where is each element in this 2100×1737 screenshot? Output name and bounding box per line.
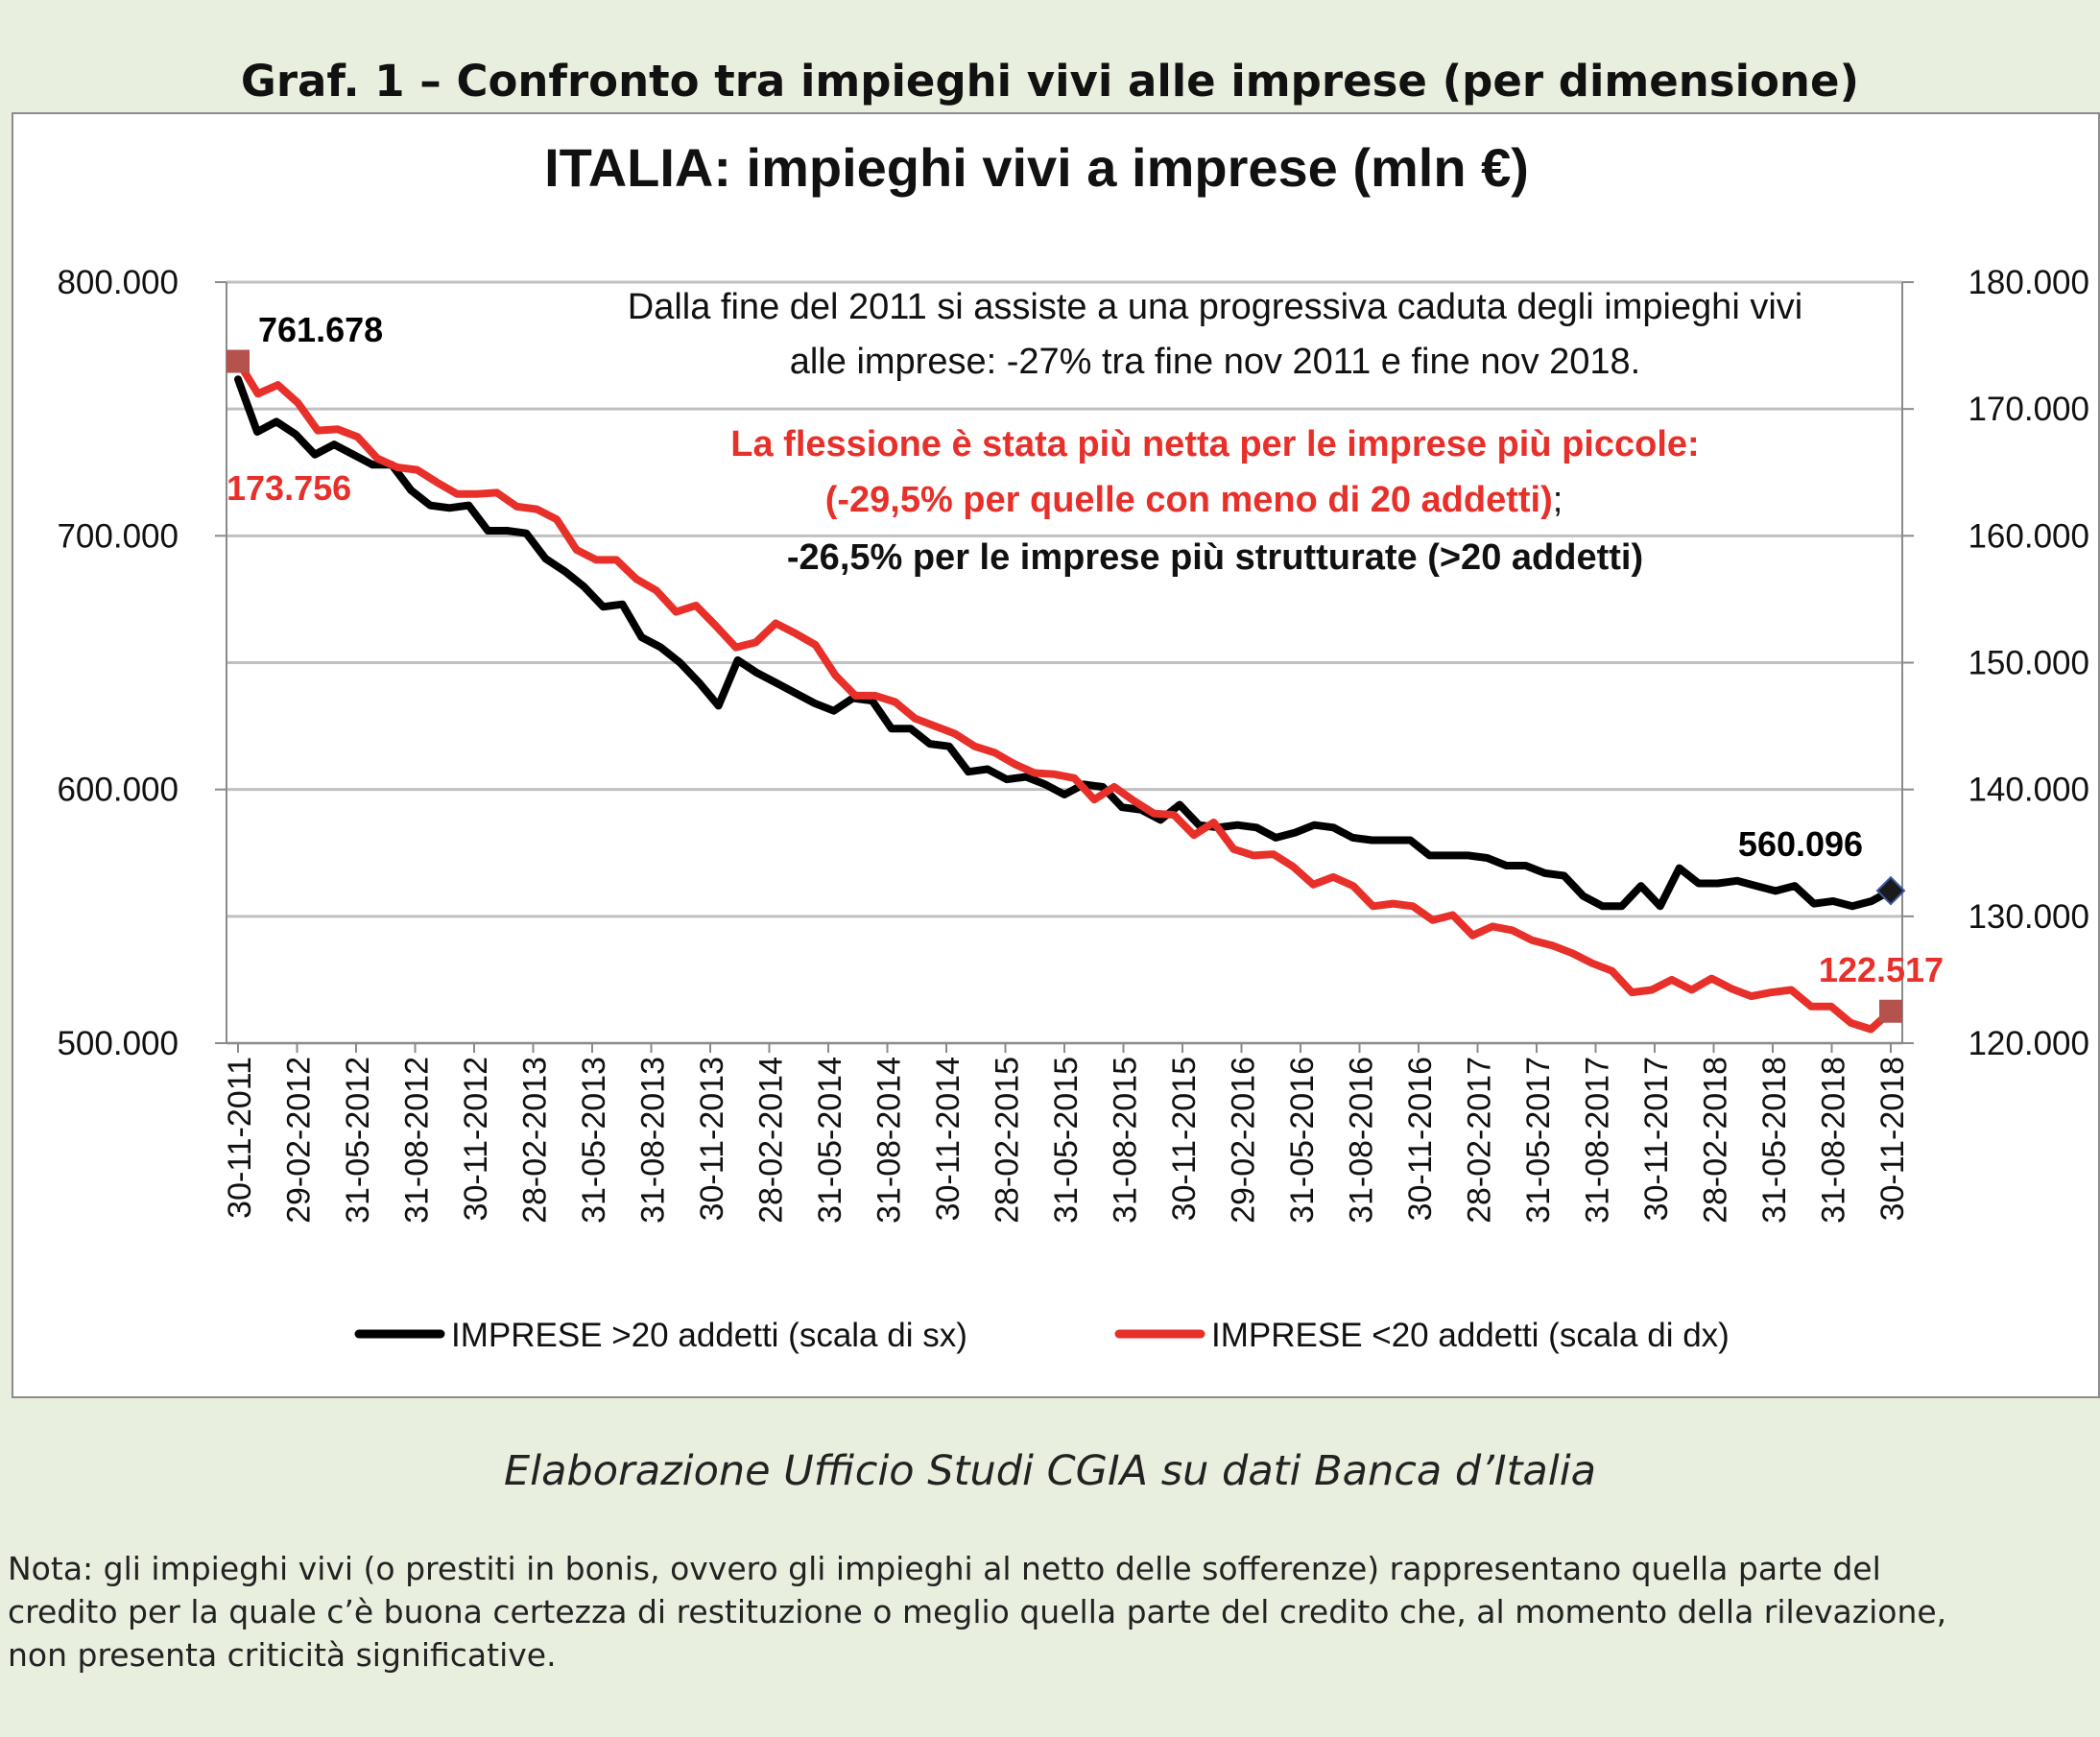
x-tick-label: 28-02-2014 [753,1057,790,1224]
footnote-line: Nota: gli impieghi vivi (o prestiti in b… [8,1550,1881,1587]
axes [215,281,1914,1053]
y-right-tick-label: 160.000 [1968,517,2089,555]
series-markers [227,349,1906,1023]
x-tick-label: 31-08-2018 [1816,1057,1852,1224]
data-label-start-large: 761.678 [258,310,383,349]
chart-title: ITALIA: impieghi vivi a imprese (mln €) [544,137,1529,198]
y-right-tick-label: 180.000 [1968,264,2089,301]
y-left-tick-label: 800.000 [57,264,179,301]
chart-text: 500.000 600.000 700.000 800.000 120.000 130.0… [57,137,2089,1354]
x-tick-label: 30-11-2018 [1874,1057,1911,1221]
x-tick-label: 31-05-2017 [1520,1057,1557,1224]
annotation-line: La flessione è stata più netta per le im… [730,424,1699,464]
x-tick-label: 31-05-2014 [812,1057,848,1224]
annotation-line: (-29,5% per quelle con meno di 20 addett… [825,480,1563,520]
x-tick-label: 30-11-2012 [458,1057,494,1221]
x-tick-label: 31-08-2016 [1344,1057,1380,1224]
annotation-line: -26,5% per le imprese più strutturate (>… [787,537,1643,578]
x-tick-label: 31-05-2013 [576,1057,612,1224]
series-line-large-firms [234,375,1895,911]
x-tick-label: 28-02-2013 [517,1057,554,1224]
x-tick-label: 30-11-2017 [1638,1057,1675,1221]
x-tick-label: 30-11-2014 [930,1057,966,1221]
source-credit: Elaborazione Ufficio Studi CGIA su dati … [503,1447,1597,1495]
y-right-tick-label: 170.000 [1968,391,2089,428]
x-tick-label: 29-02-2012 [281,1057,318,1224]
series-lines [234,357,1895,1034]
annotation-line: alle imprese: -27% tra fine nov 2011 e f… [790,342,1641,382]
y-right-tick-label: 120.000 [1968,1025,2089,1062]
x-tick-label: 31-08-2017 [1580,1057,1616,1224]
x-tick-label: 31-08-2012 [399,1057,436,1224]
x-tick-label: 28-02-2015 [990,1057,1026,1224]
x-tick-label: 29-02-2016 [1226,1057,1262,1224]
x-tick-label: 31-08-2015 [1108,1057,1144,1224]
figure-title: Graf. 1 – Confronto tra impieghi vivi al… [240,56,1860,107]
data-label-end-large: 560.096 [1738,824,1863,864]
x-tick-label: 30-11-2013 [694,1057,730,1221]
y-left-tick-label: 600.000 [57,772,179,809]
x-tick-label: 30-11-2011 [222,1057,258,1219]
footnote-line: credito per la quale c’è buona certezza … [8,1593,1947,1630]
x-tick-label: 28-02-2017 [1462,1057,1498,1224]
grid-lines [227,280,1902,1045]
y-right-tick-label: 140.000 [1968,772,2089,809]
chart-svg: 500.000 600.000 700.000 800.000 120.000 130.0… [57,137,2089,1354]
annotation-line: Dalla fine del 2011 si assiste a una pro… [628,287,1802,327]
footnote-line: non presenta criticità significative. [8,1636,557,1674]
chart-frame: 500.000 600.000 700.000 800.000 120.000 130.0… [12,112,2100,1398]
x-tick-label: 31-05-2015 [1048,1057,1085,1224]
y-right-tick-label: 130.000 [1968,898,2089,936]
x-tick-label: 31-05-2012 [340,1057,376,1224]
x-tick-label: 31-08-2013 [635,1057,672,1224]
start-point-marker [227,349,250,373]
x-tick-label: 30-11-2015 [1166,1057,1203,1221]
y-left-tick-label: 700.000 [57,517,179,555]
data-label-end-small: 122.517 [1819,950,1944,989]
legend-label-small: IMPRESE <20 addetti (scala di dx) [1211,1317,1730,1354]
series-line-small-firms [234,357,1895,1034]
legend-label-large: IMPRESE >20 addetti (scala di sx) [451,1317,967,1354]
end-point-marker-large-firms [1875,875,1906,906]
x-tick-label: 28-02-2018 [1698,1057,1734,1224]
x-tick-label: 31-05-2018 [1756,1057,1793,1224]
y-right-tick-label: 150.000 [1968,645,2089,682]
x-tick-label: 31-05-2016 [1284,1057,1321,1224]
x-tick-label: 31-08-2014 [871,1057,908,1224]
data-label-start-small: 173.756 [227,468,351,508]
y-left-tick-label: 500.000 [57,1025,179,1062]
end-point-marker-small-firms [1879,999,1902,1023]
annotation-suffix: ; [1553,480,1563,520]
footnote: Nota: gli impieghi vivi (o prestiti in b… [8,1547,2100,1677]
x-tick-label: 30-11-2016 [1402,1057,1439,1221]
